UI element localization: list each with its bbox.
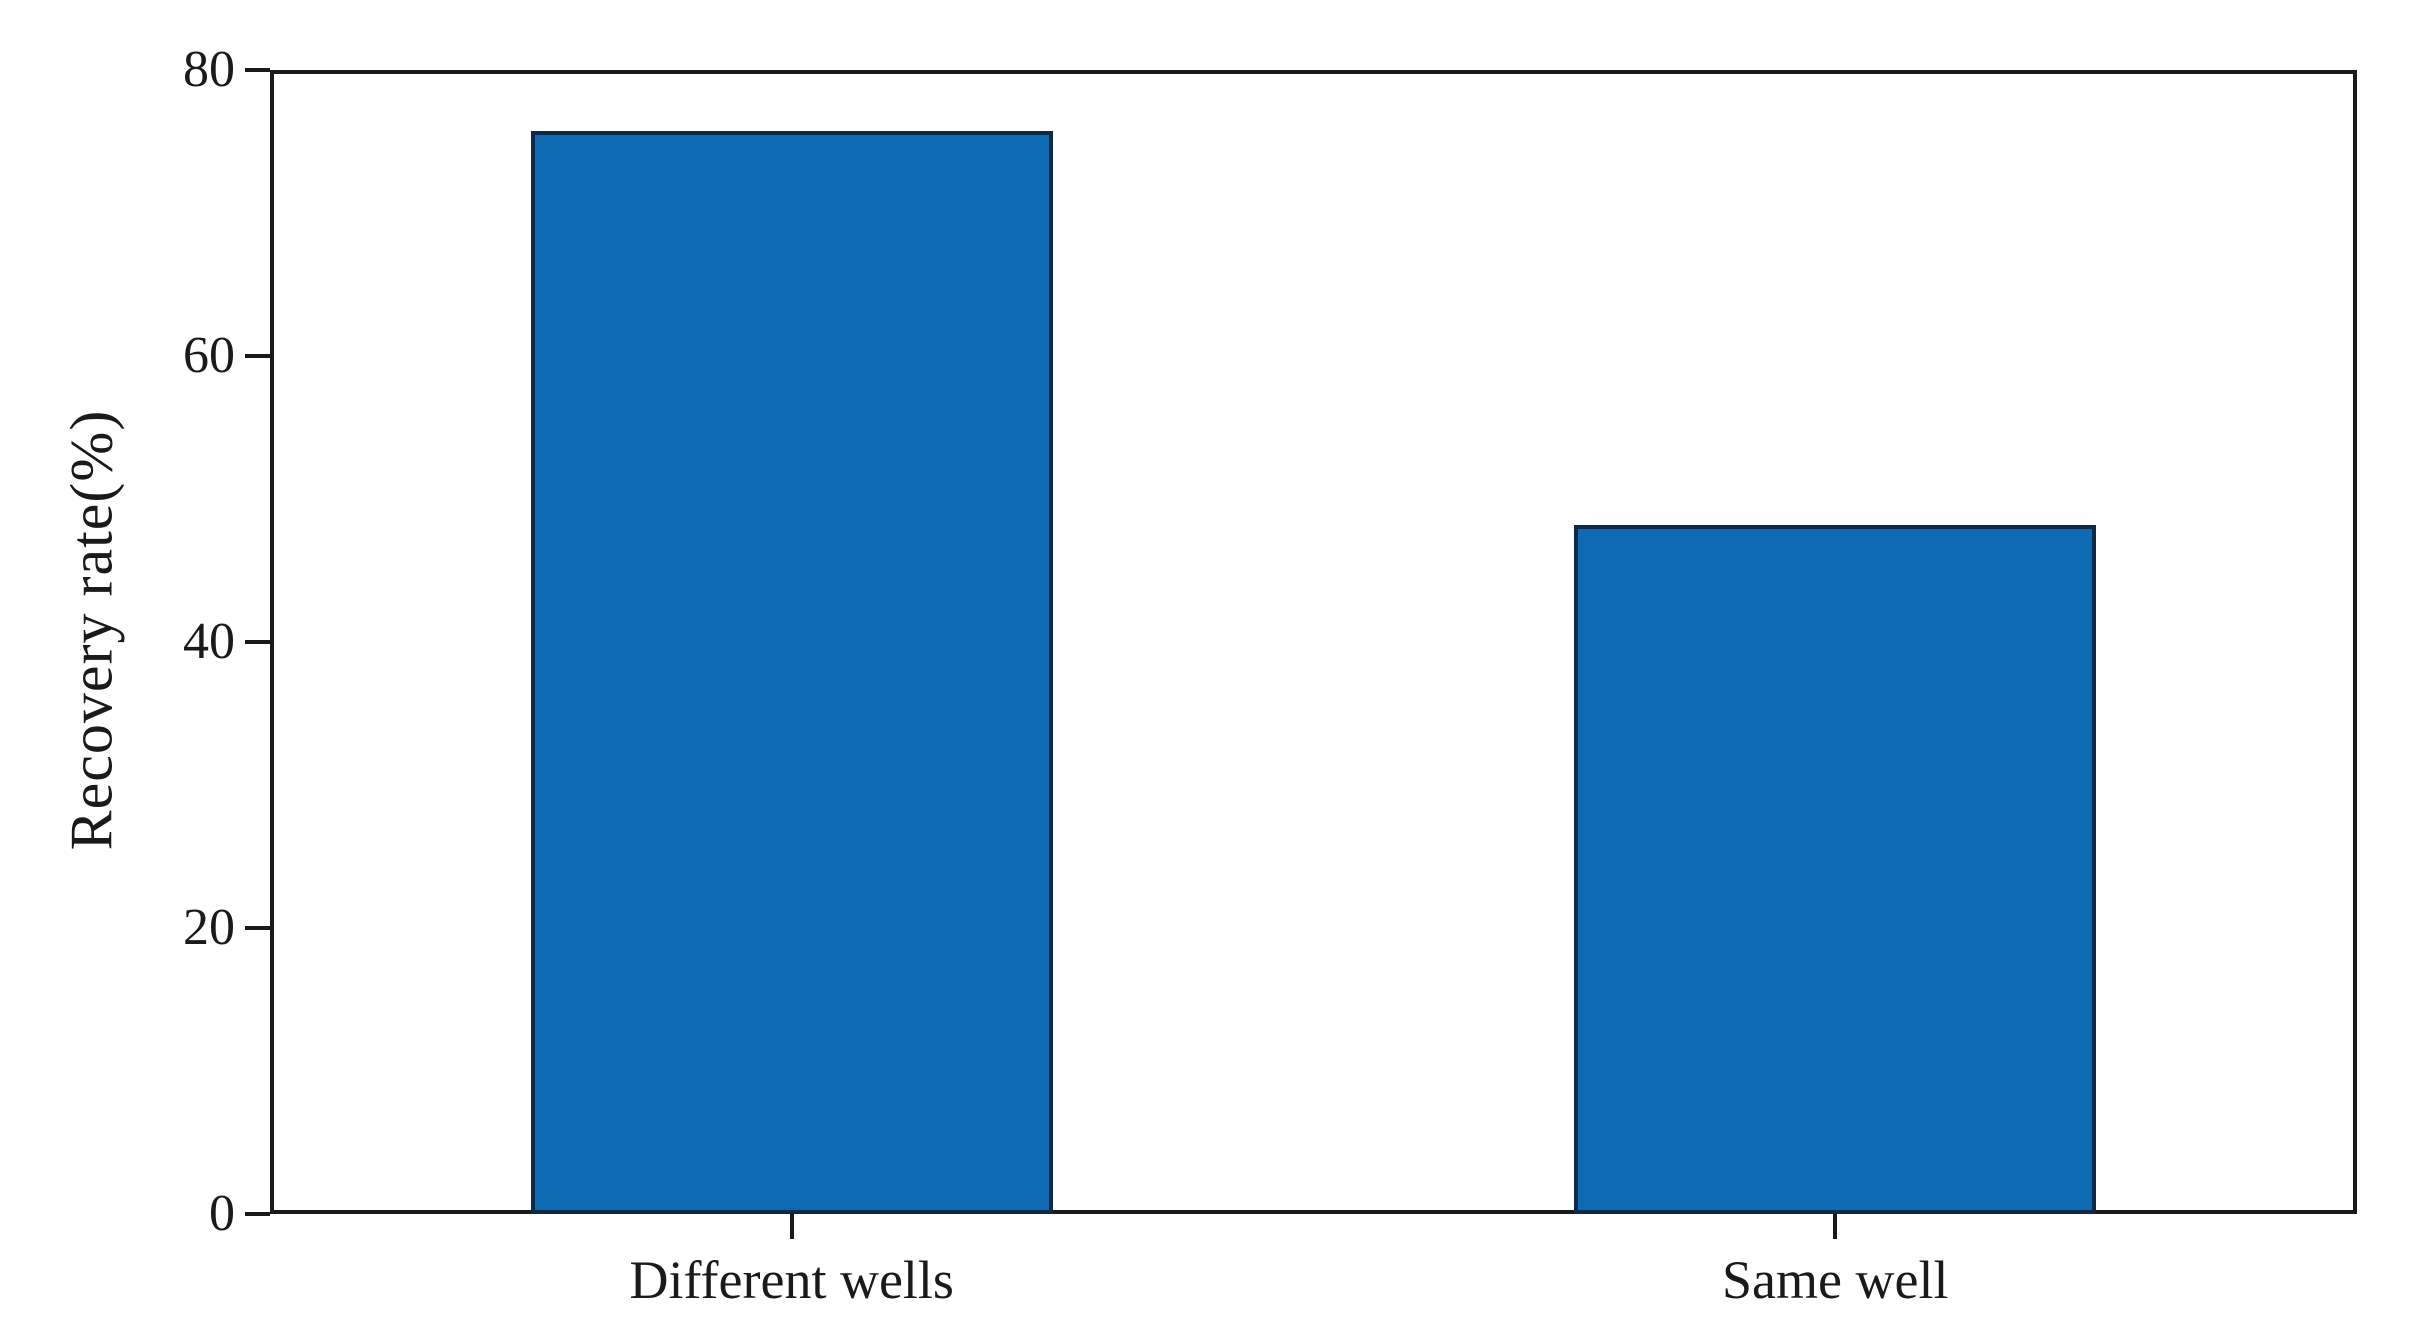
bar-2 <box>1574 524 2097 1214</box>
bar-1 <box>530 131 1053 1214</box>
y-axis-tick <box>245 68 270 72</box>
y-axis-tick-label: 60 <box>183 327 235 384</box>
y-axis-tick <box>245 640 270 644</box>
y-axis-tick <box>245 1212 270 1216</box>
x-axis-tick-label: Different wells <box>629 1250 954 1310</box>
y-axis-tick-label: 40 <box>183 613 235 670</box>
y-axis-tick <box>245 926 270 930</box>
x-axis-tick-label: Same well <box>1722 1250 1949 1310</box>
y-axis-tick-label: 20 <box>183 899 235 956</box>
y-axis-tick-label: 80 <box>183 41 235 98</box>
x-axis-tick <box>789 1214 794 1239</box>
y-axis-tick-label: 0 <box>209 1185 235 1242</box>
x-axis-tick <box>1833 1214 1838 1239</box>
y-axis-tick <box>245 354 270 358</box>
